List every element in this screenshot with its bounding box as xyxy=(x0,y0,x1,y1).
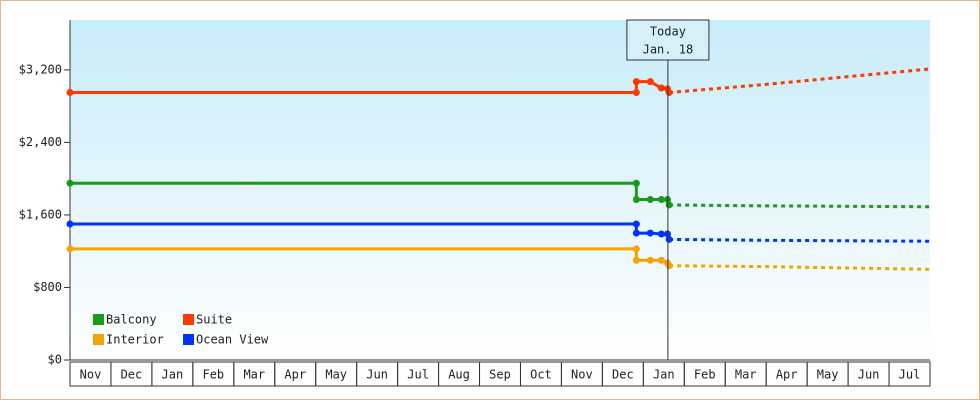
x-tick-label: Jan xyxy=(162,368,184,382)
plot-area xyxy=(70,20,930,360)
x-tick-label: Oct xyxy=(530,368,552,382)
x-tick-label: Jul xyxy=(407,368,429,382)
price-point xyxy=(646,78,654,86)
today-box xyxy=(626,19,710,61)
x-tick-label: Mar xyxy=(735,368,757,382)
x-tick-label: May xyxy=(325,368,347,382)
legend-label: Suite xyxy=(196,313,232,327)
forecast-line xyxy=(669,264,931,271)
x-tick-label: Sep xyxy=(489,368,511,382)
price-point xyxy=(632,89,640,97)
price-point xyxy=(665,201,673,209)
x-tick-label: Feb xyxy=(202,368,224,382)
x-tick-label: Nov xyxy=(571,368,593,382)
x-tick-label: May xyxy=(817,368,839,382)
x-tick-label: Dec xyxy=(121,368,143,382)
price-point xyxy=(632,256,640,264)
price-point xyxy=(632,229,640,237)
price-point xyxy=(632,179,640,187)
price-point xyxy=(632,245,640,253)
today-label: Jan. 18 xyxy=(643,43,694,57)
today-label: Today xyxy=(650,25,686,39)
price-point xyxy=(665,262,673,270)
price-point xyxy=(66,245,74,253)
y-tick-label: $1,600 xyxy=(19,207,62,221)
y-tick-label: $3,200 xyxy=(19,62,62,76)
price-point xyxy=(632,196,640,204)
x-tick-label: Mar xyxy=(243,368,265,382)
legend-swatch xyxy=(93,314,104,325)
legend-label: Interior xyxy=(106,333,164,347)
price-point xyxy=(66,89,74,97)
legend-swatch xyxy=(183,334,194,345)
price-point xyxy=(665,89,673,97)
legend-swatch xyxy=(183,314,194,325)
price-point xyxy=(66,179,74,187)
price-point xyxy=(657,230,665,238)
y-tick-label: $2,400 xyxy=(19,135,62,149)
x-tick-label: Feb xyxy=(694,368,716,382)
price-point xyxy=(657,256,665,264)
price-point xyxy=(632,78,640,86)
x-tick-label: Nov xyxy=(80,368,102,382)
x-tick-label: Apr xyxy=(776,368,798,382)
legend-swatch xyxy=(93,334,104,345)
x-tick-label: Jun xyxy=(366,368,388,382)
price-point xyxy=(632,220,640,228)
legend-label: Ocean View xyxy=(196,333,269,347)
price-point xyxy=(657,196,665,204)
price-point xyxy=(646,196,654,204)
price-point xyxy=(646,229,654,237)
x-tick-cell xyxy=(888,361,931,387)
forecast-line xyxy=(669,237,931,243)
x-tick-label: Jul xyxy=(899,368,921,382)
x-tick-label: Dec xyxy=(612,368,634,382)
x-tick-label: Jan xyxy=(653,368,675,382)
price-point xyxy=(665,235,673,243)
x-tick-label: Aug xyxy=(448,368,470,382)
y-tick-label: $800 xyxy=(33,280,62,294)
price-point xyxy=(66,220,74,228)
price-point xyxy=(646,256,654,264)
forecast-line xyxy=(669,203,931,209)
price-point xyxy=(657,84,665,92)
y-tick-label: $0 xyxy=(48,353,62,367)
legend-label: Balcony xyxy=(106,313,157,327)
x-tick-label: Apr xyxy=(284,368,306,382)
x-tick-label: Jun xyxy=(858,368,880,382)
forecast-line xyxy=(669,67,931,95)
